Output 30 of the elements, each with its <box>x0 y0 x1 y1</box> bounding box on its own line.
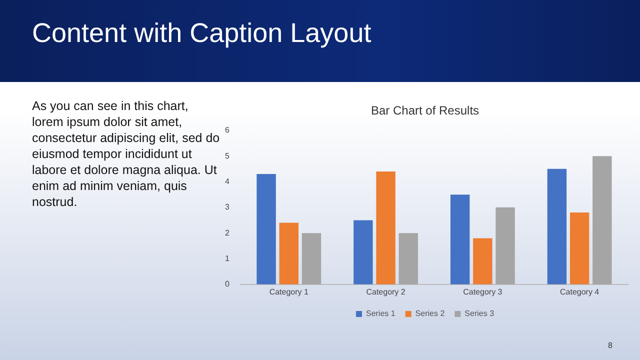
y-tick-label: 5 <box>224 151 230 160</box>
text: Content with Caption Layout <box>32 18 372 49</box>
legend-label: Series 3 <box>464 309 495 318</box>
x-tick-label: Category 1 <box>269 287 310 296</box>
bar <box>473 238 492 284</box>
bar <box>376 171 396 284</box>
x-tick-label: Category 4 <box>560 287 600 296</box>
bar <box>279 222 298 284</box>
bar <box>398 233 418 284</box>
text: As you can see in this chart, lorem ipsum dolor sit amet, consectetur adipiscing elit, sed do eiusmod tempor incididunt ut labore et dolore magna aliqua. Ut enim ad minim veniam, quis nostrud. <box>32 98 220 210</box>
y-tick-label: 2 <box>224 228 230 238</box>
bar <box>570 212 590 284</box>
y-tick-label: 0 <box>224 280 230 289</box>
x-tick-label: Category 3 <box>463 287 503 296</box>
y-tick-label: 1 <box>224 254 230 263</box>
x-tick-label: Category 2 <box>366 287 406 296</box>
bar <box>547 168 567 284</box>
bar <box>302 233 322 284</box>
text: 8 <box>608 341 612 350</box>
bar <box>592 156 612 284</box>
legend-label: Series 2 <box>415 309 446 318</box>
bar <box>256 174 276 284</box>
y-tick-label: 6 <box>224 126 230 135</box>
y-tick-label: 4 <box>224 176 230 186</box>
bar <box>354 220 373 284</box>
bar <box>450 194 470 284</box>
chart-title: Bar Chart of Results <box>370 104 480 118</box>
legend-label: Series 1 <box>366 309 396 318</box>
bar <box>496 207 515 284</box>
y-tick-label: 3 <box>224 202 230 212</box>
